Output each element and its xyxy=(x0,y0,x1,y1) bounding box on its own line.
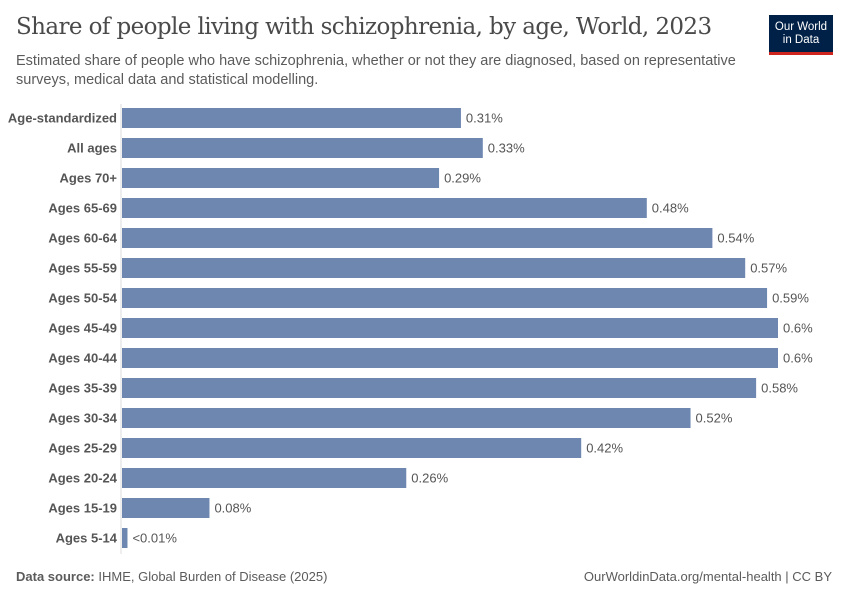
value-label: 0.59% xyxy=(772,291,809,306)
credit-link[interactable]: OurWorldinData.org/mental-health | CC BY xyxy=(583,569,832,584)
chart-subtitle: Estimated share of people who have schiz… xyxy=(16,53,736,88)
value-label: 0.57% xyxy=(750,261,787,276)
category-label: Ages 30-34 xyxy=(48,411,117,426)
value-label: 0.6% xyxy=(783,351,813,366)
category-label: Ages 50-54 xyxy=(48,291,117,306)
bar[interactable] xyxy=(122,138,483,158)
bar[interactable] xyxy=(122,348,778,368)
bar-chart: Age-standardized 0.31% All ages 0.33% Ages 7… xyxy=(8,104,813,554)
bar[interactable] xyxy=(122,228,713,248)
bar[interactable] xyxy=(122,108,461,128)
source-label: Data source: xyxy=(16,569,95,584)
value-label: 0.52% xyxy=(696,411,733,426)
bar[interactable] xyxy=(122,468,407,488)
value-label: 0.29% xyxy=(444,171,481,186)
category-label: Ages 55-59 xyxy=(48,261,117,276)
source-text: IHME, Global Burden of Disease (2025) xyxy=(98,569,328,584)
category-label: Age-standardized xyxy=(8,111,117,126)
value-label: 0.58% xyxy=(761,381,798,396)
category-label: Ages 20-24 xyxy=(48,471,117,486)
category-label: Ages 40-44 xyxy=(48,351,117,366)
bar[interactable] xyxy=(122,438,582,458)
value-label: 0.48% xyxy=(652,201,689,216)
category-label: Ages 65-69 xyxy=(48,201,117,216)
category-label: All ages xyxy=(67,141,117,156)
category-label: Ages 70+ xyxy=(60,171,118,186)
bar[interactable] xyxy=(122,528,128,548)
value-label: <0.01% xyxy=(132,531,177,546)
value-label: 0.33% xyxy=(488,141,525,156)
bar[interactable] xyxy=(122,408,691,428)
category-label: Ages 15-19 xyxy=(48,501,117,516)
category-label: Ages 35-39 xyxy=(48,381,117,396)
category-label: Ages 60-64 xyxy=(48,231,117,246)
category-label: Ages 5-14 xyxy=(56,531,118,546)
bar[interactable] xyxy=(122,318,778,338)
category-label: Ages 25-29 xyxy=(48,441,117,456)
owid-logo[interactable]: Our World in Data xyxy=(769,15,833,55)
value-label: 0.6% xyxy=(783,321,813,336)
value-label: 0.08% xyxy=(214,501,251,516)
data-source: Data source: IHME, Global Burden of Dise… xyxy=(16,569,327,584)
value-label: 0.42% xyxy=(586,441,623,456)
value-label: 0.54% xyxy=(717,231,754,246)
bar[interactable] xyxy=(122,168,440,188)
value-label: 0.31% xyxy=(466,111,503,126)
bar[interactable] xyxy=(122,378,757,398)
bar[interactable] xyxy=(122,498,210,518)
bar[interactable] xyxy=(122,288,768,308)
value-label: 0.26% xyxy=(411,471,448,486)
bar[interactable] xyxy=(122,198,647,218)
bar[interactable] xyxy=(122,258,746,278)
chart-title: Share of people living with schizophreni… xyxy=(16,14,712,40)
category-label: Ages 45-49 xyxy=(48,321,117,336)
